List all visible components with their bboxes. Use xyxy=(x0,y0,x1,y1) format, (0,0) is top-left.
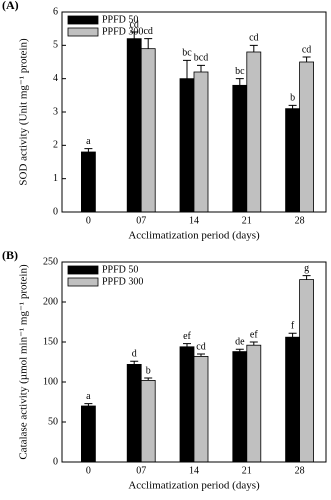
legend-label: PPFD 300 xyxy=(102,276,143,287)
panel-label: (B) xyxy=(2,248,18,262)
error-bar xyxy=(144,377,153,381)
x-tick-label: 0 xyxy=(86,215,91,226)
significance-letter: cd xyxy=(129,19,138,30)
significance-letter: f xyxy=(291,320,295,331)
significance-letter: cd xyxy=(249,33,258,44)
y-tick-label: 200 xyxy=(43,296,58,307)
legend-label: PPFD 50 xyxy=(102,264,138,275)
bar xyxy=(232,84,248,213)
legend-swatch xyxy=(67,277,99,287)
y-tick-label: 0 xyxy=(53,206,58,217)
bar xyxy=(126,363,142,463)
legend-label: PPFD 50 xyxy=(102,14,138,25)
y-tick-label: 50 xyxy=(48,416,58,427)
bar xyxy=(126,38,142,213)
error-bar xyxy=(197,64,205,72)
error-bar xyxy=(249,44,258,52)
bar xyxy=(179,346,195,463)
error-bar xyxy=(84,403,93,406)
y-tick-label: 5 xyxy=(53,40,58,51)
error-bar xyxy=(84,148,93,152)
x-axis-label: Acclimatization period (days) xyxy=(128,480,260,492)
significance-letter: bcd xyxy=(194,53,208,64)
y-tick-label: 150 xyxy=(43,336,58,347)
significance-letter: bc xyxy=(235,66,245,77)
y-tick-label: 3 xyxy=(53,106,58,117)
x-tick-label: 21 xyxy=(242,215,252,226)
bar xyxy=(285,108,301,213)
y-axis-label: SOD activity (Unit mg⁻¹ protein) xyxy=(18,38,30,186)
y-tick-label: 2 xyxy=(53,140,58,151)
significance-letter: bc xyxy=(182,48,192,59)
legend-label: PPFD 300 xyxy=(102,26,143,37)
bar xyxy=(246,344,262,463)
bar xyxy=(299,279,315,463)
significance-letter: cd xyxy=(196,341,205,352)
y-tick-label: 6 xyxy=(53,6,58,17)
y-axis-label: Catalase activity (µmol min⁻¹ mg⁻¹ prote… xyxy=(18,264,30,460)
error-bar xyxy=(197,353,205,357)
plot-frame xyxy=(61,261,327,463)
legend-swatch xyxy=(67,265,99,275)
significance-letter: b xyxy=(146,365,151,376)
x-tick-label: 14 xyxy=(189,215,199,226)
x-tick-label: 21 xyxy=(242,465,252,476)
error-bar xyxy=(235,78,244,86)
y-tick-label: 1 xyxy=(53,173,58,184)
error-bar xyxy=(302,56,311,62)
error-bar xyxy=(130,31,139,39)
significance-letter: g xyxy=(304,263,309,274)
bar xyxy=(246,51,262,213)
significance-letter: cd xyxy=(302,44,311,55)
x-axis-label: Acclimatization period (days) xyxy=(128,230,260,242)
panel: (B)0501001502002500a07db14efcd21deef28fg… xyxy=(2,248,327,492)
bar xyxy=(285,336,301,463)
bar xyxy=(81,405,96,463)
y-tick-label: 0 xyxy=(53,456,58,467)
y-tick-label: 100 xyxy=(43,376,58,387)
significance-letter: a xyxy=(86,391,91,402)
bar xyxy=(140,48,156,213)
significance-letter: b xyxy=(290,93,295,104)
error-bar xyxy=(302,275,311,280)
bar xyxy=(81,151,96,213)
bar xyxy=(299,61,315,213)
x-tick-label: 14 xyxy=(189,465,199,476)
error-bar xyxy=(130,360,139,365)
significance-letter: d xyxy=(132,348,137,359)
significance-letter: de xyxy=(235,336,245,347)
legend-swatch xyxy=(67,27,99,37)
error-bar xyxy=(288,104,297,109)
legend-swatch xyxy=(67,15,99,25)
x-tick-label: 07 xyxy=(136,215,146,226)
x-tick-label: 28 xyxy=(295,215,305,226)
x-tick-label: 0 xyxy=(86,465,91,476)
bar xyxy=(193,355,209,463)
panel-label: (A) xyxy=(2,0,19,12)
bar xyxy=(232,351,248,463)
bar xyxy=(179,78,195,213)
significance-letter: cd xyxy=(143,26,152,37)
significance-letter: a xyxy=(86,136,91,147)
error-bar xyxy=(235,348,244,352)
bar xyxy=(193,71,209,213)
x-tick-label: 07 xyxy=(136,465,146,476)
error-bar xyxy=(144,38,153,49)
error-bar xyxy=(249,341,258,346)
error-bar xyxy=(288,332,297,338)
significance-letter: ef xyxy=(250,329,258,340)
x-tick-label: 28 xyxy=(295,465,305,476)
error-bar xyxy=(183,343,191,347)
error-bar xyxy=(183,59,191,79)
y-tick-label: 4 xyxy=(53,73,58,84)
significance-letter: ef xyxy=(183,331,191,342)
y-tick-label: 250 xyxy=(43,256,58,267)
bar xyxy=(140,379,156,463)
plot-frame xyxy=(61,11,327,213)
